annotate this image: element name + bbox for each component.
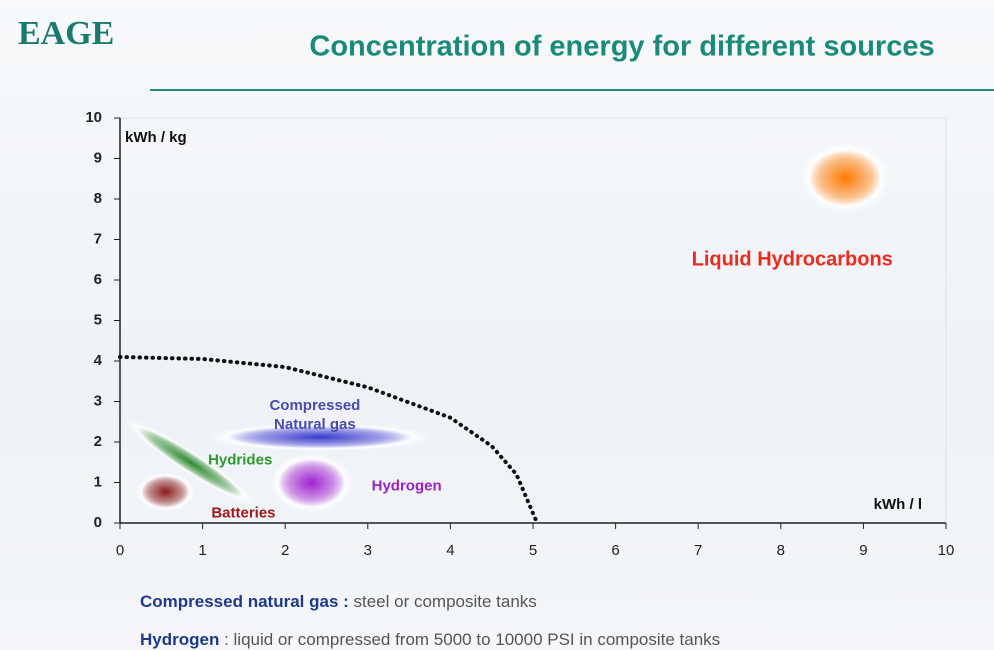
energy-region	[135, 471, 196, 512]
note: Hydrogen : liquid or compressed from 500…	[140, 630, 720, 650]
x-tick-label: 3	[364, 542, 372, 559]
y-tick-label: 10	[85, 109, 102, 126]
boundary-curve	[118, 354, 540, 525]
region-label: Hydrides	[208, 451, 273, 469]
x-tick-label: 8	[777, 542, 785, 559]
y-tick-label: 4	[94, 352, 103, 369]
x-tick-label: 7	[694, 542, 702, 559]
y-tick-label: 5	[94, 311, 102, 328]
region-label: Compressed Natural gas	[269, 397, 361, 434]
y-tick-label: 7	[94, 230, 102, 247]
y-tick-label: 6	[94, 271, 102, 288]
y-tick-label: 8	[94, 190, 102, 207]
x-axis-label: kWh / l	[874, 496, 922, 513]
x-tick-label: 9	[859, 542, 867, 559]
energy-region	[800, 142, 891, 213]
y-tick-label: 2	[94, 433, 102, 450]
x-tick-label: 2	[281, 542, 289, 559]
x-tick-label: 0	[116, 542, 124, 559]
energy-region	[124, 418, 256, 506]
x-tick-label: 1	[198, 542, 206, 559]
y-tick-label: 1	[94, 473, 102, 490]
y-tick-label: 9	[94, 149, 102, 166]
x-tick-label: 5	[529, 542, 537, 559]
x-tick-label: 10	[938, 542, 955, 559]
energy-region	[269, 452, 354, 513]
logo: EAGE	[18, 15, 114, 52]
note: Compressed natural gas : steel or compos…	[140, 592, 537, 612]
note-text: steel or composite tanks	[348, 592, 537, 611]
note-text: : liquid or compressed from 5000 to 1000…	[219, 630, 721, 649]
y-tick-label: 3	[94, 392, 102, 409]
x-tick-label: 4	[446, 542, 454, 559]
note-term: Hydrogen	[140, 630, 220, 649]
slide-title: Concentration of energy for different so…	[309, 31, 934, 63]
note-term: Compressed natural gas :	[140, 592, 349, 611]
region-label: Liquid Hydrocarbons	[691, 248, 893, 271]
region-label: Batteries	[211, 504, 276, 522]
region-label: Hydrogen	[371, 477, 442, 495]
energy-region	[204, 423, 435, 452]
y-axis-label: kWh / kg	[125, 129, 187, 146]
x-tick-label: 6	[611, 542, 619, 559]
y-tick-label: 0	[94, 514, 102, 531]
